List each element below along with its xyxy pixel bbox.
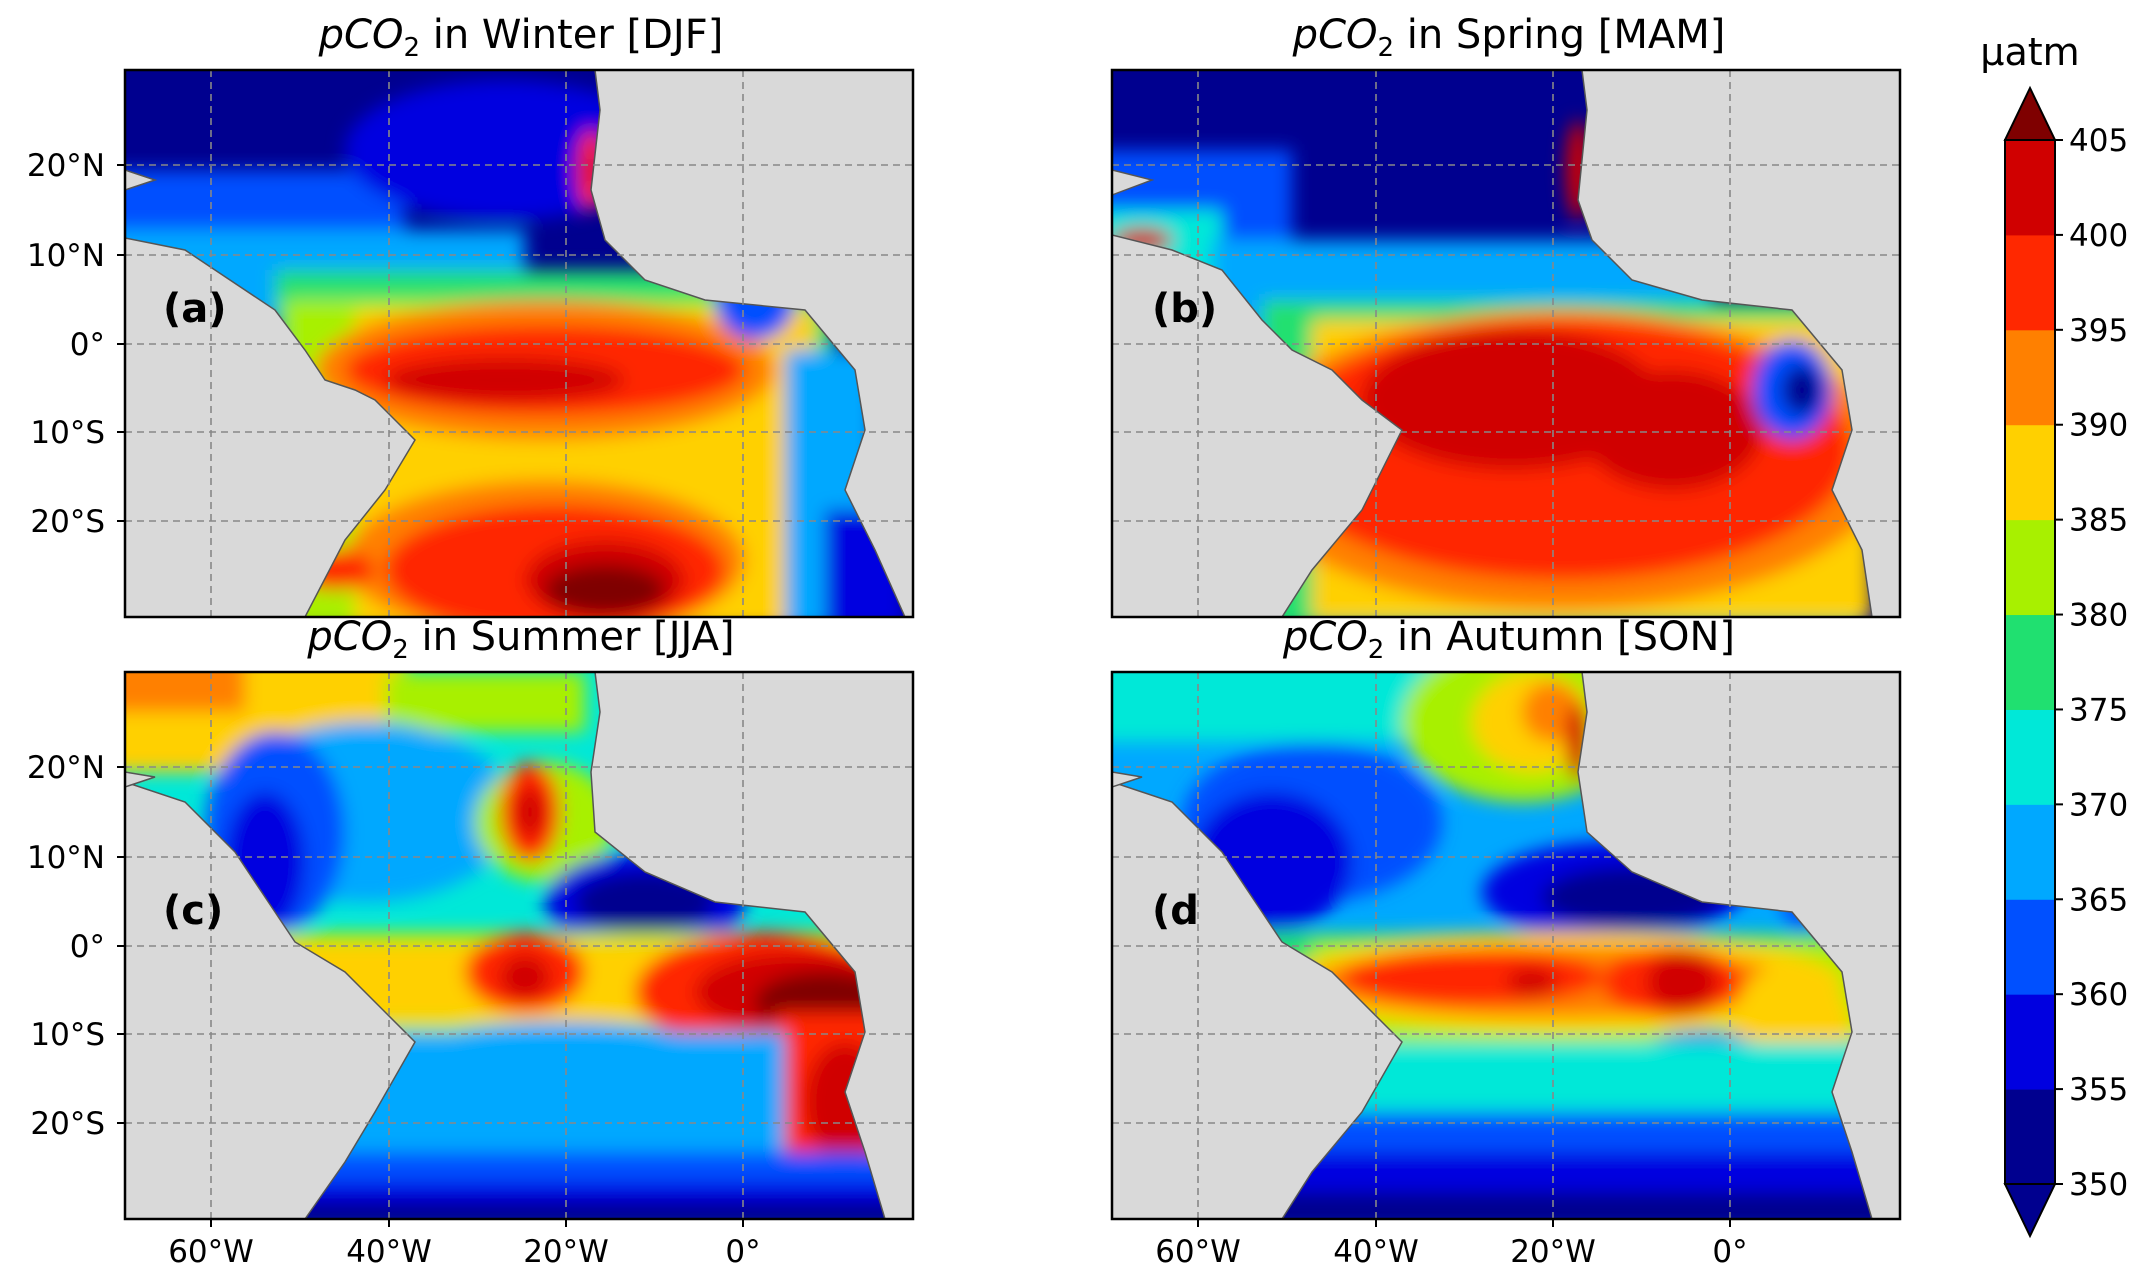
colorbar-tick-label: 365 — [2069, 882, 2128, 918]
lat-tick-label: 10°S — [30, 1017, 105, 1053]
panel-title-winter: pCO2 in Winter [DJF] — [318, 12, 724, 63]
map-autumn — [1112, 672, 1900, 1219]
panel-label-c: (c) — [163, 888, 223, 934]
colorbar-tick-label: 350 — [2069, 1167, 2128, 1203]
map-summer — [125, 672, 913, 1219]
colorbar-band — [2005, 994, 2055, 1090]
colorbar-tick-label: 370 — [2069, 787, 2128, 823]
colorbar-tick-label: 395 — [2069, 313, 2128, 349]
lat-tick-label: 20°S — [30, 504, 105, 540]
colorbar-band — [2005, 140, 2055, 236]
lon-tick-labels-right: 60°W 40°W 20°W 0° — [1155, 1219, 1748, 1270]
lon-tick-label: 0° — [1712, 1234, 1747, 1270]
panel-autumn: pCO2 in Autumn [SON] — [1110, 614, 1902, 1221]
colorbar-tick-label: 390 — [2069, 408, 2128, 444]
lon-tick-label: 40°W — [346, 1234, 432, 1270]
colorbar-unit: μatm — [1980, 30, 2079, 74]
lon-tick-label: 20°W — [1510, 1234, 1596, 1270]
colorbar-band — [2005, 234, 2055, 331]
map-winter — [125, 70, 913, 617]
colorbar-band — [2005, 424, 2055, 521]
colorbar-extend-max — [2003, 85, 2057, 141]
lat-tick-label: 0° — [70, 327, 105, 363]
lon-tick-label: 40°W — [1333, 1234, 1419, 1270]
colorbar-tick-label: 405 — [2069, 123, 2128, 159]
colorbar-band — [2005, 1089, 2055, 1185]
colorbar-tick-label: 385 — [2069, 503, 2128, 539]
colorbar-band — [2005, 899, 2055, 995]
colorbar-band — [2005, 614, 2055, 710]
panel-winter: pCO2 in Winter [DJF] — [123, 12, 915, 619]
lon-tick-labels-left: 60°W 40°W 20°W 0° — [168, 1219, 761, 1270]
colorbar-tick-label: 400 — [2069, 218, 2128, 254]
lon-tick-label: 0° — [725, 1234, 760, 1270]
lat-tick-labels-top: 20°N 10°N 0° 10°S 20°S — [27, 148, 125, 540]
lon-tick-label: 60°W — [168, 1234, 254, 1270]
lon-tick-label: 20°W — [523, 1234, 609, 1270]
colorbar-band — [2005, 519, 2055, 616]
colorbar-extend-min — [2003, 1183, 2057, 1239]
lat-tick-label: 20°S — [30, 1106, 105, 1142]
colorbar: μatm 405 400 395 390 385 380 375 370 365 360 355 35… — [1980, 30, 2128, 1239]
panel-summer: pCO2 in Summer [JJA] — [123, 614, 915, 1221]
panel-label-d: (d — [1152, 888, 1199, 934]
panel-title-spring: pCO2 in Spring [MAM] — [1292, 12, 1726, 63]
panel-title-summer: pCO2 in Summer [JJA] — [306, 614, 734, 665]
lat-tick-label: 20°N — [27, 750, 105, 786]
panel-label-a: (a) — [163, 286, 227, 332]
panel-spring: pCO2 in Spring [MAM] — [1110, 12, 1902, 619]
lon-tick-label: 60°W — [1155, 1234, 1241, 1270]
colorbar-tick-label: 375 — [2069, 692, 2128, 728]
panel-title-autumn: pCO2 in Autumn [SON] — [1282, 614, 1735, 665]
lat-tick-label: 10°N — [27, 840, 105, 876]
lat-tick-label: 0° — [70, 929, 105, 965]
colorbar-tick-label: 360 — [2069, 977, 2128, 1013]
colorbar-band — [2005, 804, 2055, 900]
map-spring — [1112, 70, 1900, 617]
colorbar-band — [2005, 709, 2055, 805]
colorbar-band — [2005, 329, 2055, 426]
colorbar-tick-label: 380 — [2069, 598, 2128, 634]
lat-tick-label: 10°S — [30, 415, 105, 451]
lat-tick-labels-bottom: 20°N 10°N 0° 10°S 20°S — [27, 750, 125, 1142]
lat-tick-label: 10°N — [27, 238, 105, 274]
lat-tick-label: 20°N — [27, 148, 105, 184]
panel-label-b: (b) — [1152, 286, 1217, 332]
colorbar-tick-label: 355 — [2069, 1072, 2128, 1108]
colorbar-frame — [2004, 139, 2056, 1185]
